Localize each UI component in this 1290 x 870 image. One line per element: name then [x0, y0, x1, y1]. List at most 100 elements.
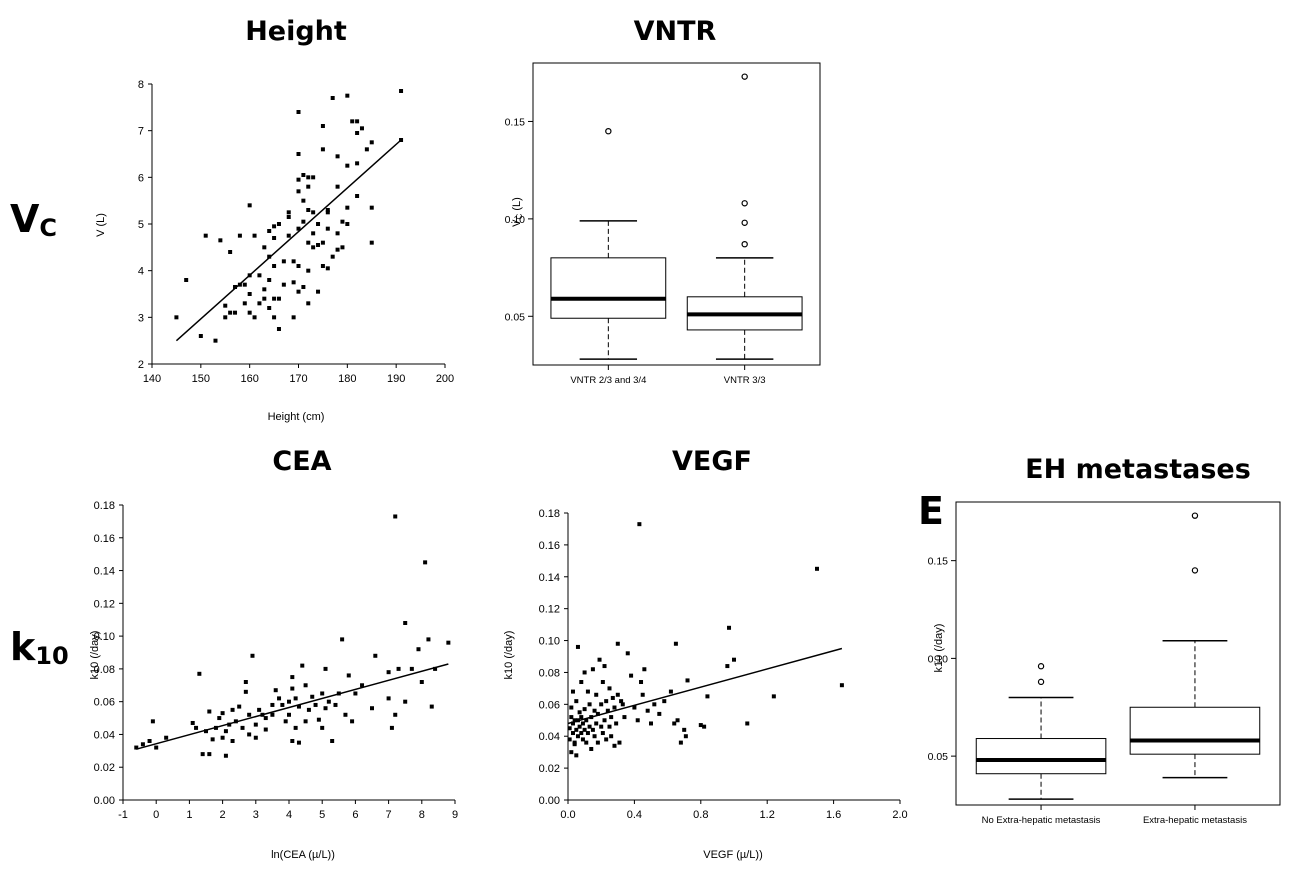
- data-point-height: [345, 222, 350, 226]
- x-tick-label-cea: 0: [153, 809, 159, 821]
- x-tick-label-cea: 5: [319, 809, 325, 821]
- data-point-height: [306, 184, 311, 189]
- data-point-height: [272, 315, 277, 320]
- plot-frame-vntr: [532, 62, 821, 366]
- data-point-vegf: [609, 734, 614, 739]
- data-point-vegf: [615, 692, 620, 697]
- chart-title-cea: CEA: [272, 446, 331, 477]
- data-point-cea: [220, 711, 225, 716]
- data-point-height: [306, 240, 311, 245]
- x-tick-label-eh: No Extra-hepatic metastasis: [982, 815, 1101, 826]
- fit-line-vegf: [567, 647, 843, 725]
- data-point-vegf: [683, 734, 688, 739]
- data-point-vegf: [612, 705, 617, 710]
- data-point-height: [281, 282, 286, 287]
- data-point-cea: [140, 742, 145, 747]
- data-point-cea: [313, 702, 318, 707]
- data-point-cea: [223, 729, 228, 734]
- data-point-vegf: [610, 695, 615, 700]
- data-point-cea: [403, 699, 408, 704]
- data-point-cea: [220, 735, 225, 740]
- data-point-height: [247, 292, 252, 296]
- data-point-height: [252, 233, 257, 238]
- data-point-cea: [207, 752, 212, 757]
- fit-line-height: [175, 139, 402, 342]
- data-point-vegf: [635, 718, 640, 723]
- data-point-height: [306, 301, 311, 306]
- data-point-cea: [253, 735, 258, 740]
- data-point-cea: [290, 675, 295, 680]
- data-point-height: [340, 245, 345, 250]
- x-tick-label-cea: 3: [253, 809, 259, 821]
- data-point-vegf: [575, 644, 580, 649]
- data-point-vegf: [599, 702, 604, 707]
- data-point-height: [286, 233, 291, 238]
- row-label-e: E: [918, 489, 944, 533]
- data-point-vegf: [605, 708, 610, 713]
- data-point-height: [316, 289, 321, 294]
- y-tick-label-cea: 0.08: [94, 664, 115, 676]
- row-label-k10: k10: [10, 625, 69, 670]
- data-point-cea: [293, 725, 298, 730]
- data-point-vegf: [617, 740, 622, 745]
- data-point-cea: [370, 706, 374, 711]
- data-point-height: [252, 315, 257, 320]
- data-point-cea: [200, 752, 205, 757]
- data-point-vegf: [569, 750, 574, 755]
- data-point-cea: [316, 717, 321, 722]
- y-tick-label-cea: 0.00: [94, 795, 115, 807]
- y-tick-label-cea: 0.18: [94, 500, 115, 512]
- data-point-height: [350, 119, 355, 124]
- chart-title-vegf: VEGF: [672, 446, 752, 477]
- y-tick-label-vntr: 0.05: [505, 311, 526, 323]
- data-point-vegf: [620, 702, 625, 707]
- data-point-cea: [154, 745, 159, 750]
- data-point-cea: [323, 666, 328, 671]
- data-point-height: [369, 240, 374, 245]
- outlier-point-eh: [1191, 567, 1199, 574]
- data-point-vegf: [570, 721, 575, 726]
- data-point-height: [355, 131, 360, 135]
- data-point-cea: [290, 686, 295, 691]
- x-axis-label-vegf: VEGF (µ/L)): [703, 849, 763, 861]
- data-point-vegf: [745, 721, 750, 726]
- data-point-vegf: [567, 737, 572, 742]
- y-tick-label-vegf: 0.16: [539, 540, 560, 552]
- data-point-cea: [223, 753, 228, 758]
- data-point-cea: [247, 712, 252, 717]
- data-point-cea: [323, 706, 328, 711]
- panel-vntr: VNTR VC (L) 0.05 0.10 0.15 VNTR 2/3 and 3/4…: [505, 16, 821, 386]
- data-point-height: [306, 175, 311, 180]
- data-point-vegf: [589, 746, 594, 751]
- data-point-height: [272, 236, 277, 240]
- data-point-vegf: [668, 689, 673, 694]
- data-point-height: [291, 315, 296, 320]
- data-point-vegf: [839, 683, 844, 688]
- data-point-cea: [423, 560, 428, 565]
- data-point-cea: [326, 699, 331, 704]
- data-point-cea: [403, 621, 408, 625]
- data-point-height: [316, 243, 321, 247]
- data-point-vegf: [625, 651, 630, 656]
- data-point-vegf: [572, 740, 577, 745]
- data-point-cea: [270, 702, 275, 707]
- data-point-cea: [237, 704, 242, 709]
- x-tick-label-vegf: 0.8: [693, 809, 708, 821]
- data-point-height: [223, 315, 228, 320]
- data-point-height: [355, 194, 360, 198]
- data-point-height: [345, 205, 350, 210]
- data-point-vegf: [580, 737, 585, 742]
- data-point-cea: [330, 739, 335, 743]
- data-point-vegf: [732, 657, 736, 662]
- data-point-vegf: [614, 721, 619, 726]
- data-point-height: [247, 203, 252, 208]
- data-point-cea: [243, 689, 248, 694]
- y-tick-label-vegf: 0.08: [539, 667, 560, 679]
- panel-cea: CEA ln(CEA (µ/L)) k10 (/day) -1 0 1 2 3 4 5 6 7 8…: [89, 446, 458, 861]
- data-point-height: [223, 303, 228, 308]
- data-point-cea: [204, 729, 208, 734]
- plot-frame-eh: [955, 501, 1281, 806]
- data-point-vegf: [577, 710, 582, 715]
- data-point-cea: [306, 707, 311, 712]
- data-point-cea: [429, 704, 434, 709]
